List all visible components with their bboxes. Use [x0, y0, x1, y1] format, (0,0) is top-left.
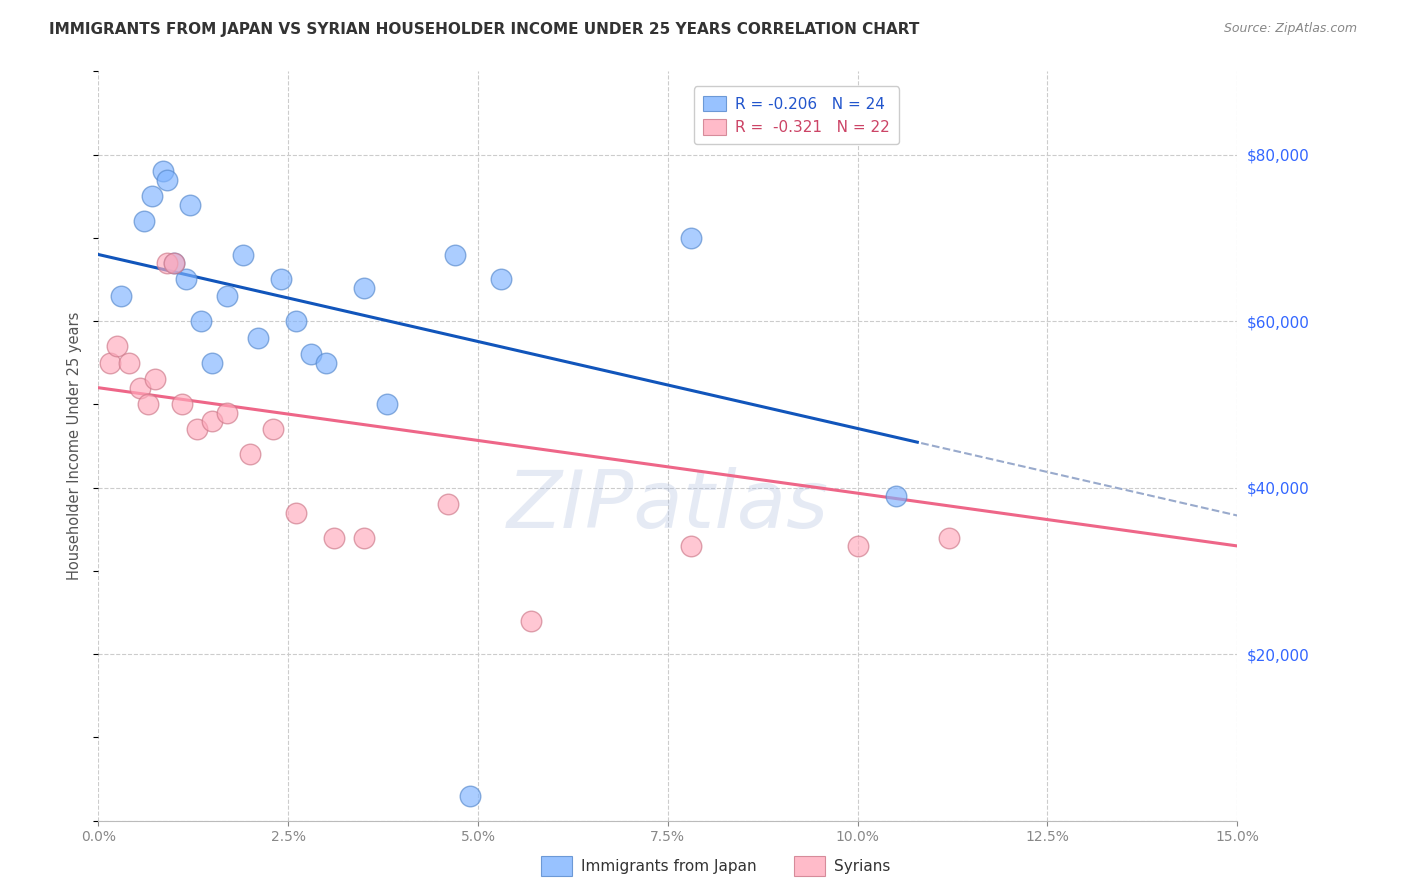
- Point: [118, 356, 141, 370]
- Text: Immigrants from Japan: Immigrants from Japan: [581, 859, 756, 873]
- Point: [322, 531, 344, 545]
- Point: [107, 339, 129, 353]
- Text: IMMIGRANTS FROM JAPAN VS SYRIAN HOUSEHOLDER INCOME UNDER 25 YEARS CORRELATION CH: IMMIGRANTS FROM JAPAN VS SYRIAN HOUSEHOL…: [49, 22, 920, 37]
- Point: [163, 256, 186, 270]
- Point: [284, 314, 307, 328]
- Point: [353, 531, 375, 545]
- Text: ZIPatlas: ZIPatlas: [506, 467, 830, 545]
- Point: [520, 614, 543, 628]
- Point: [186, 422, 208, 436]
- Point: [156, 172, 179, 186]
- Point: [145, 372, 167, 386]
- Point: [270, 272, 292, 286]
- Point: [156, 256, 179, 270]
- Point: [141, 189, 163, 203]
- Text: Source: ZipAtlas.com: Source: ZipAtlas.com: [1223, 22, 1357, 36]
- Point: [679, 539, 702, 553]
- Point: [217, 289, 239, 303]
- Point: [190, 314, 212, 328]
- Point: [938, 531, 960, 545]
- Point: [179, 197, 201, 211]
- Text: Syrians: Syrians: [834, 859, 890, 873]
- Point: [201, 356, 224, 370]
- Point: [170, 397, 193, 411]
- Point: [284, 506, 307, 520]
- Point: [163, 256, 186, 270]
- Point: [460, 789, 482, 803]
- Y-axis label: Householder Income Under 25 years: Householder Income Under 25 years: [67, 312, 83, 580]
- Point: [489, 272, 512, 286]
- Point: [846, 539, 869, 553]
- Point: [132, 214, 155, 228]
- Point: [246, 331, 269, 345]
- Legend: R = -0.206   N = 24, R =  -0.321   N = 22: R = -0.206 N = 24, R = -0.321 N = 22: [695, 87, 900, 145]
- Point: [436, 497, 458, 511]
- Point: [174, 272, 197, 286]
- Point: [444, 247, 467, 261]
- Point: [152, 164, 174, 178]
- Point: [217, 406, 239, 420]
- Point: [353, 281, 375, 295]
- Point: [136, 397, 159, 411]
- Point: [299, 347, 322, 361]
- Point: [262, 422, 284, 436]
- Point: [232, 247, 254, 261]
- Point: [201, 414, 224, 428]
- Point: [98, 356, 121, 370]
- Point: [110, 289, 132, 303]
- Point: [679, 231, 702, 245]
- Point: [315, 356, 337, 370]
- Point: [239, 447, 262, 461]
- Point: [129, 381, 152, 395]
- Point: [375, 397, 398, 411]
- Point: [884, 489, 907, 503]
